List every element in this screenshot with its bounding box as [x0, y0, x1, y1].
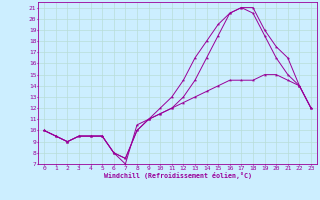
- X-axis label: Windchill (Refroidissement éolien,°C): Windchill (Refroidissement éolien,°C): [104, 172, 252, 179]
